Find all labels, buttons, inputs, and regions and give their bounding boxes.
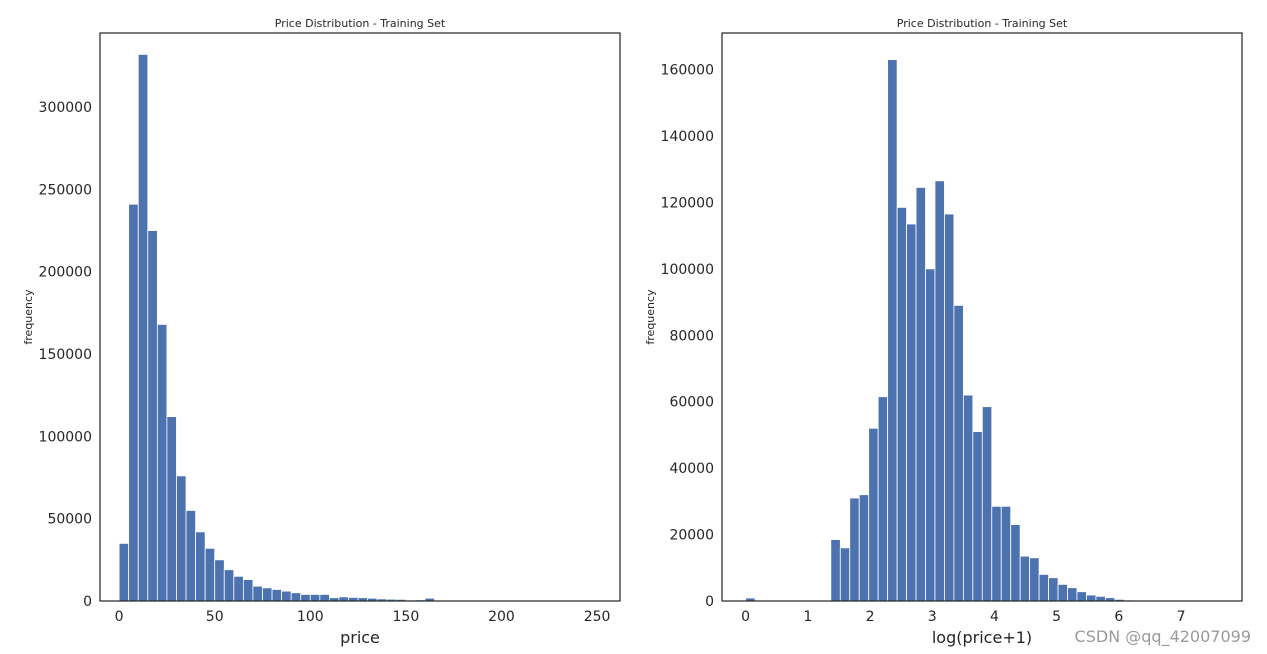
chart-title: Price Distribution - Training Set: [897, 17, 1068, 30]
y-tick-label: 300000: [39, 100, 92, 116]
histogram-bar: [338, 596, 349, 602]
x-tick-label: 50: [206, 609, 224, 625]
y-tick-label: 100000: [39, 429, 92, 445]
histogram-bar: [1048, 577, 1059, 602]
x-tick-label: 100: [297, 609, 324, 625]
histogram-bar: [128, 203, 139, 602]
histogram-bars: [118, 54, 598, 602]
y-tick-label: 0: [83, 594, 92, 610]
y-tick-label: 20000: [669, 528, 714, 544]
histogram-bar: [118, 542, 130, 602]
histogram-bar: [1010, 524, 1021, 602]
histogram-bar: [1000, 505, 1012, 602]
x-tick-label: 250: [584, 609, 611, 625]
y-tick-label: 60000: [669, 395, 714, 411]
x-axis-label: log(price+1): [932, 628, 1032, 647]
y-tick-label: 160000: [661, 63, 714, 79]
histogram-bar: [1086, 594, 1097, 602]
histogram-bar: [214, 559, 225, 602]
x-tick-label: 7: [1177, 609, 1186, 625]
histogram-bar: [925, 268, 936, 602]
x-tick-label: 150: [393, 609, 420, 625]
histogram-bar: [156, 324, 168, 602]
y-tick-label: 200000: [39, 265, 92, 281]
histogram-bar: [1057, 583, 1068, 602]
histogram-bar: [981, 406, 993, 602]
y-tick-label: 120000: [661, 195, 714, 211]
histogram-bar: [1019, 555, 1031, 602]
y-axis-label: frequency: [22, 289, 35, 345]
histogram-bar: [830, 539, 841, 602]
y-axis-label: frequency: [644, 289, 657, 345]
y-tick-label: 100000: [661, 262, 714, 278]
histogram-bar: [271, 589, 283, 602]
x-tick-label: 2: [866, 609, 875, 625]
histogram-bar: [252, 585, 263, 602]
histogram-bar: [319, 594, 330, 602]
watermark: CSDN @qq_42007099: [1074, 627, 1251, 646]
x-tick-label: 1: [803, 609, 812, 625]
chart-2: 0 1 2 3 4 5 6 7 0 20000 40000 60000 80000 100000 12000…: [644, 17, 1243, 647]
chart-title: Price Distribution - Training Set: [275, 17, 446, 30]
y-tick-label: 50000: [47, 512, 92, 528]
histogram-bar: [185, 510, 196, 602]
y-tick-label: 0: [705, 594, 714, 610]
x-tick-label: 3: [928, 609, 937, 625]
histogram-bar: [906, 223, 917, 602]
histogram-bar: [953, 304, 964, 602]
y-tick-label: 140000: [661, 129, 714, 145]
histogram-bar: [896, 206, 907, 602]
histogram-bar: [176, 475, 187, 602]
y-tick-label: 250000: [39, 182, 92, 198]
histogram-bar: [839, 547, 851, 602]
histogram-bar: [858, 494, 870, 602]
histogram-bar: [1095, 595, 1106, 602]
histogram-bar: [262, 587, 273, 602]
x-tick-label: 0: [115, 609, 124, 625]
y-tick-label: 80000: [669, 328, 714, 344]
plot-frame: [721, 32, 1243, 602]
histogram-bar: [991, 505, 1002, 602]
histogram-bar: [962, 394, 974, 602]
y-tick-label: 40000: [669, 461, 714, 477]
histogram-bar: [204, 547, 216, 602]
histogram-bar: [137, 54, 149, 602]
histogram-bar: [147, 230, 158, 602]
x-axis-label: price: [340, 628, 380, 647]
x-tick-label: 0: [741, 609, 750, 625]
histogram-bar: [195, 531, 206, 602]
x-tick-label: 4: [990, 609, 999, 625]
histogram-bar: [849, 497, 860, 602]
histogram-bar: [944, 213, 955, 602]
plot-frame: [99, 32, 621, 602]
y-tick-label: 150000: [39, 347, 92, 363]
histogram-bar: [233, 575, 244, 602]
histogram-bar: [887, 59, 898, 602]
histogram-bar: [290, 592, 302, 602]
histogram-bar: [972, 431, 983, 602]
histogram-bar: [242, 579, 254, 602]
histogram-bar: [300, 594, 311, 602]
histogram-bar: [1076, 591, 1087, 602]
histogram-bar: [1029, 557, 1040, 602]
x-tick-label: 6: [1114, 609, 1123, 625]
histogram-bar: [915, 187, 926, 602]
histogram-bar: [166, 416, 177, 602]
x-tick-label: 5: [1052, 609, 1061, 625]
chart-1: 0 50 100 150 200 250 0 50000 100000 150000 200000 2…: [22, 17, 621, 647]
histogram-bar: [1067, 587, 1078, 602]
histogram-bar: [868, 427, 879, 602]
histogram-bars: [745, 59, 1220, 602]
histogram-bar: [281, 590, 292, 602]
histogram-bar: [223, 569, 235, 602]
histogram-bar: [1038, 574, 1049, 602]
histogram-bar: [309, 594, 321, 602]
histogram-bar: [934, 180, 945, 602]
histogram-bar: [877, 396, 889, 602]
x-tick-label: 200: [488, 609, 515, 625]
